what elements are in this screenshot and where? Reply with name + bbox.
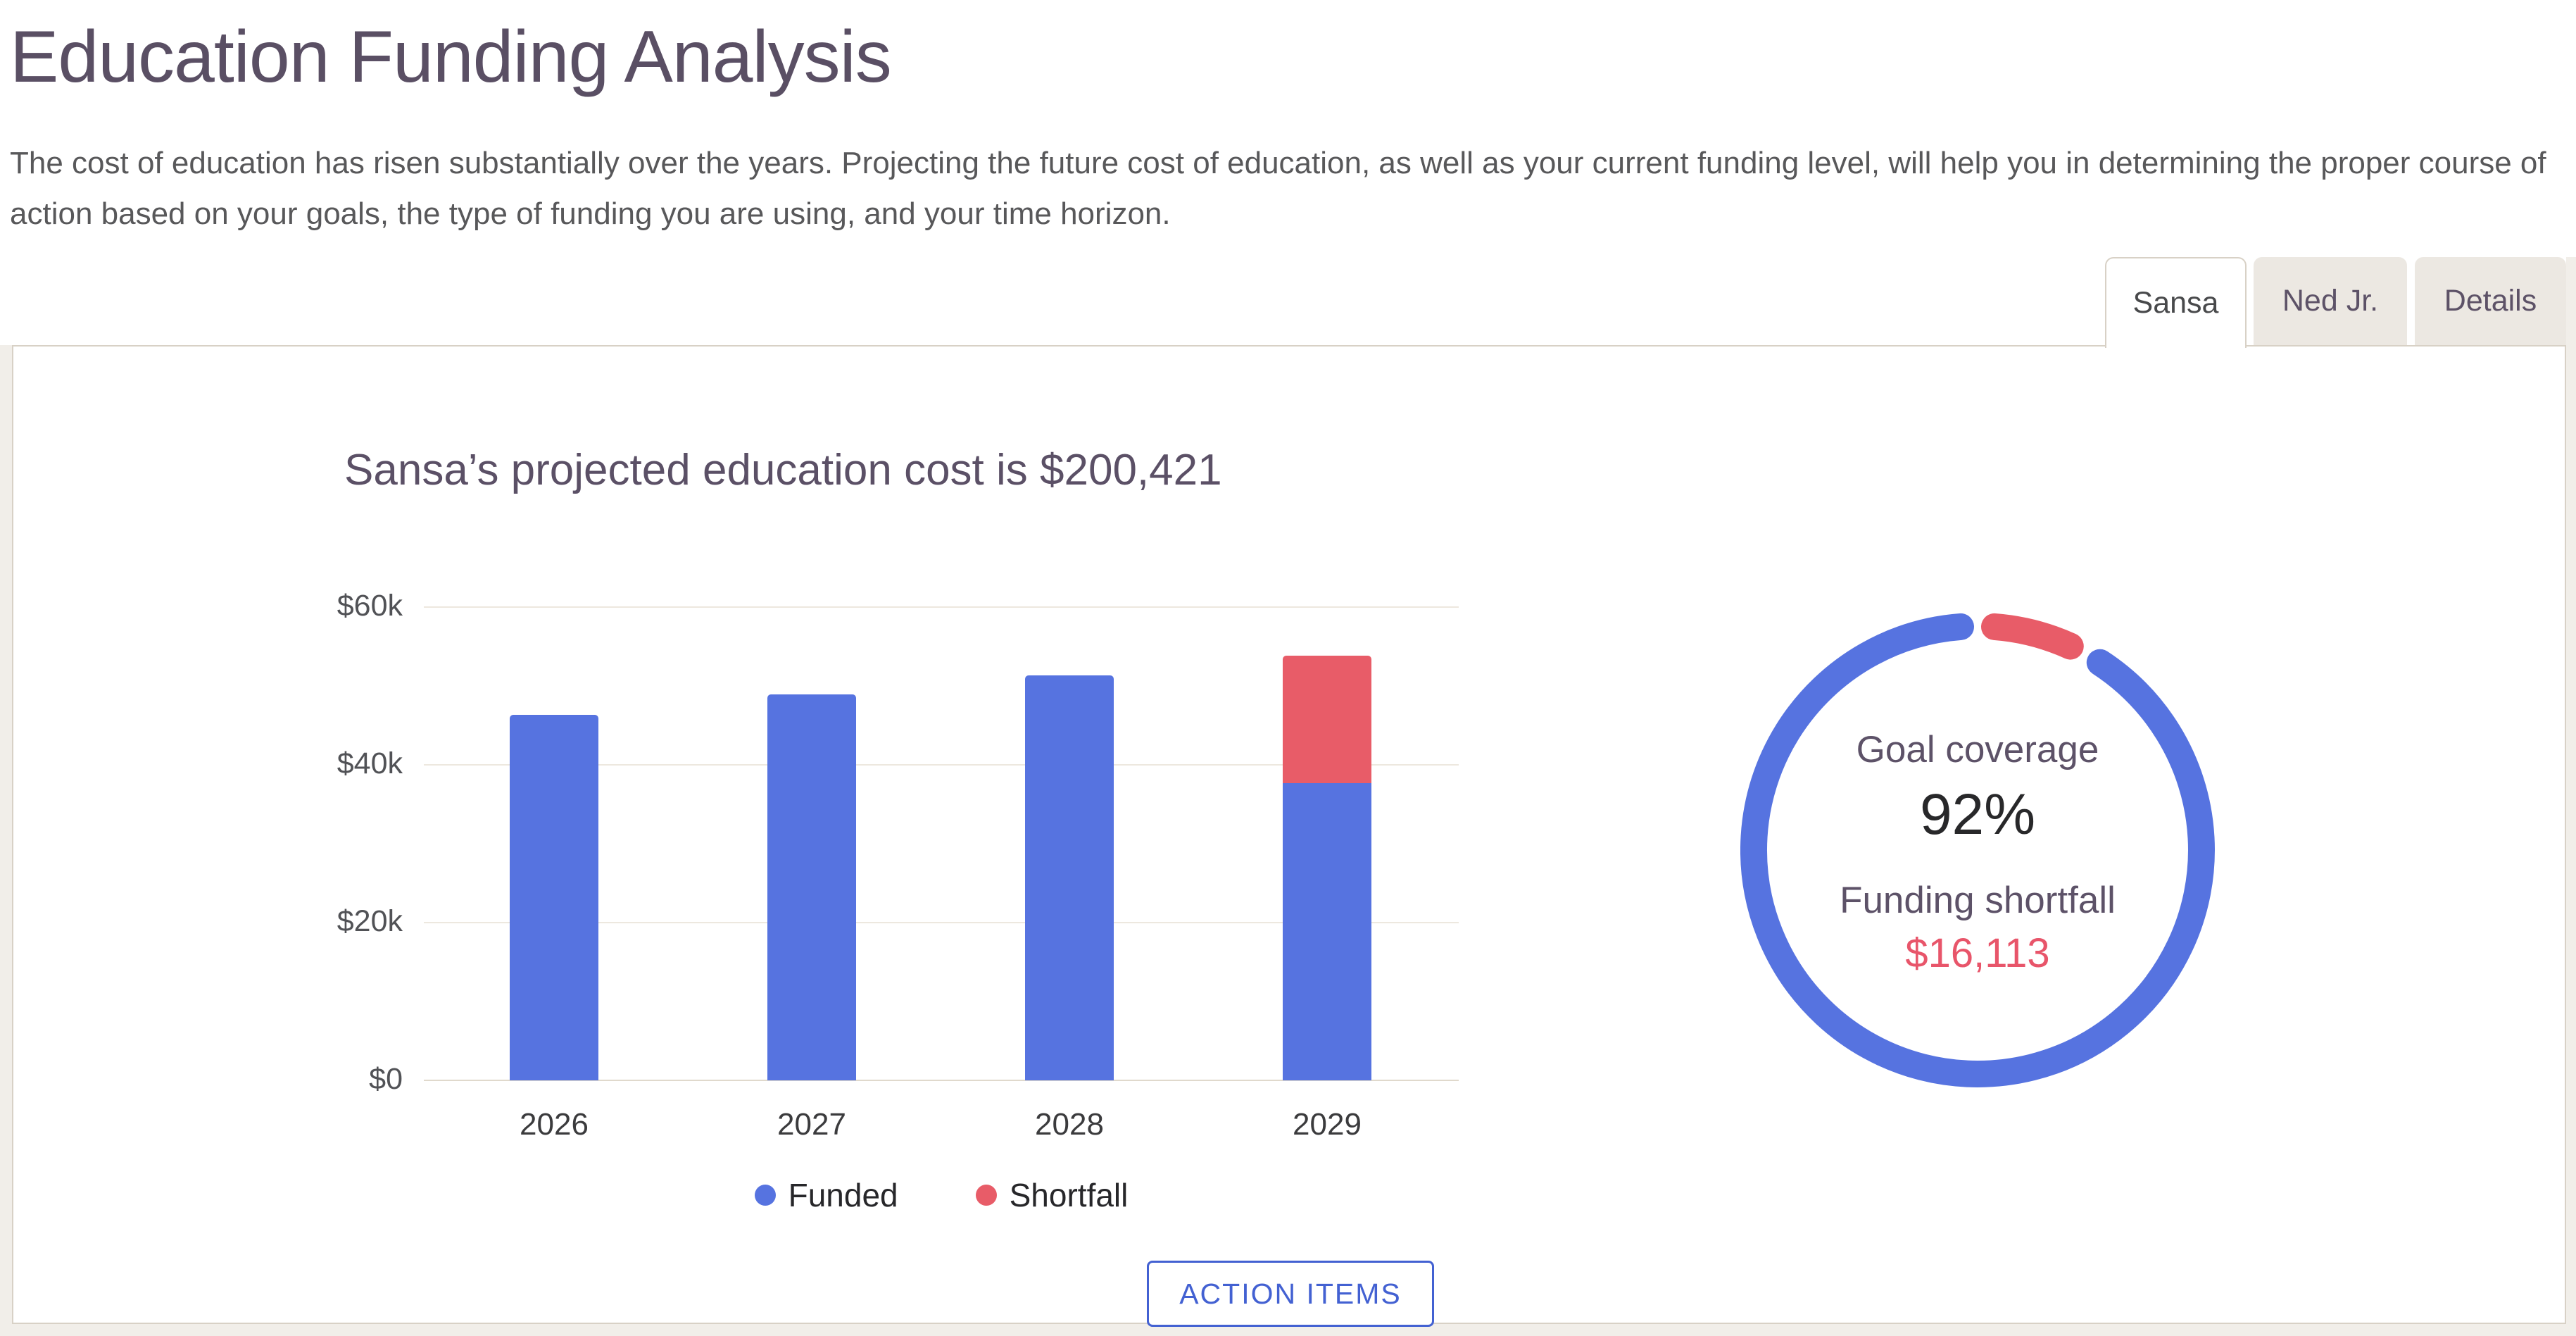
gridline (424, 922, 1459, 923)
bar-funded-segment[interactable] (510, 714, 598, 1080)
donut-shortfall-arc[interactable] (1981, 613, 2084, 660)
gridline (424, 764, 1459, 766)
gridline (424, 1080, 1459, 1081)
y-axis-tick: $60k (337, 589, 403, 623)
bar-funded-segment[interactable] (1283, 782, 1371, 1080)
x-axis-tick: 2027 (777, 1107, 846, 1142)
legend-dot-icon (754, 1185, 776, 1206)
bar-funded-segment[interactable] (1025, 675, 1114, 1080)
bar-2026[interactable] (510, 714, 598, 1080)
y-axis-tick: $20k (337, 904, 403, 938)
funding-shortfall-amount: $16,113 (1905, 930, 2050, 976)
x-axis-tick: 2028 (1035, 1107, 1104, 1142)
x-axis-tick: 2029 (1293, 1107, 1362, 1142)
legend-label: Funded (788, 1177, 898, 1213)
tab-sansa[interactable]: Sansa (2105, 257, 2247, 348)
chart-title: Sansa’s projected education cost is $200… (344, 446, 1222, 494)
goal-coverage-percent: 92% (1919, 782, 2036, 847)
bar-shortfall-segment[interactable] (1283, 656, 1371, 783)
bar-2027[interactable] (767, 694, 856, 1080)
goal-coverage-donut-chart (1740, 613, 2215, 1087)
legend-item-shortfall[interactable]: Shortfall (975, 1176, 1129, 1214)
page-title: Education Funding Analysis (10, 16, 892, 98)
y-axis-tick: $40k (337, 747, 403, 780)
legend-label: Shortfall (1009, 1177, 1129, 1213)
tab-ned-jr[interactable]: Ned Jr. (2254, 257, 2407, 345)
chart-legend: Funded Shortfall (424, 1176, 1459, 1214)
funding-shortfall-label: Funding shortfall (1840, 880, 2116, 921)
bar-2029[interactable] (1283, 656, 1371, 1080)
action-items-button[interactable]: ACTION ITEMS (1147, 1261, 1434, 1327)
legend-dot-icon (975, 1185, 997, 1206)
page-description: The cost of education has risen substant… (10, 146, 2546, 231)
bar-funded-segment[interactable] (767, 694, 856, 1080)
funding-analysis-panel: Sansa’s projected education cost is $200… (12, 345, 2566, 1327)
header-background (0, 0, 2576, 257)
gridline (424, 606, 1459, 608)
y-axis-tick: $0 (369, 1062, 403, 1096)
legend-item-funded[interactable]: Funded (754, 1176, 898, 1214)
donut-funded-arc[interactable] (1740, 613, 2215, 1087)
tab-details[interactable]: Details (2415, 257, 2566, 345)
goal-coverage-label: Goal coverage (1856, 729, 2099, 770)
bar-chart-plot-area: $0 $20k $40k $60k 2026 2027 2028 2029 (337, 589, 1459, 1142)
x-axis-tick: 2026 (520, 1107, 589, 1142)
bar-2028[interactable] (1025, 675, 1114, 1080)
